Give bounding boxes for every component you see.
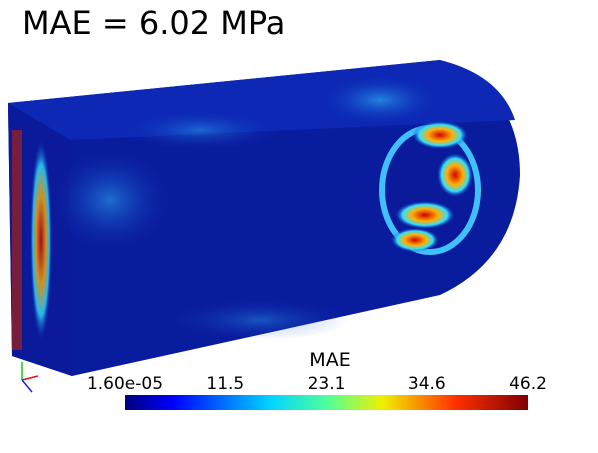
colorbar-tick-label: 23.1 bbox=[308, 374, 346, 394]
colorbar-tick-label: 34.6 bbox=[408, 374, 446, 394]
axes-triad bbox=[21, 362, 39, 393]
model-render bbox=[8, 60, 520, 376]
colorbar-tick-label: 1.60e-05 bbox=[87, 374, 163, 394]
colorbar-tick-label: 46.2 bbox=[509, 374, 547, 394]
colorbar-tick-label: 11.5 bbox=[206, 374, 244, 394]
colorbar-title: MAE bbox=[309, 349, 350, 371]
colorbar-ticks: 1.60e-05 11.5 23.1 34.6 46.2 bbox=[87, 374, 547, 394]
title: MAE = 6.02 MPa bbox=[22, 4, 285, 42]
colorbar bbox=[125, 395, 528, 410]
